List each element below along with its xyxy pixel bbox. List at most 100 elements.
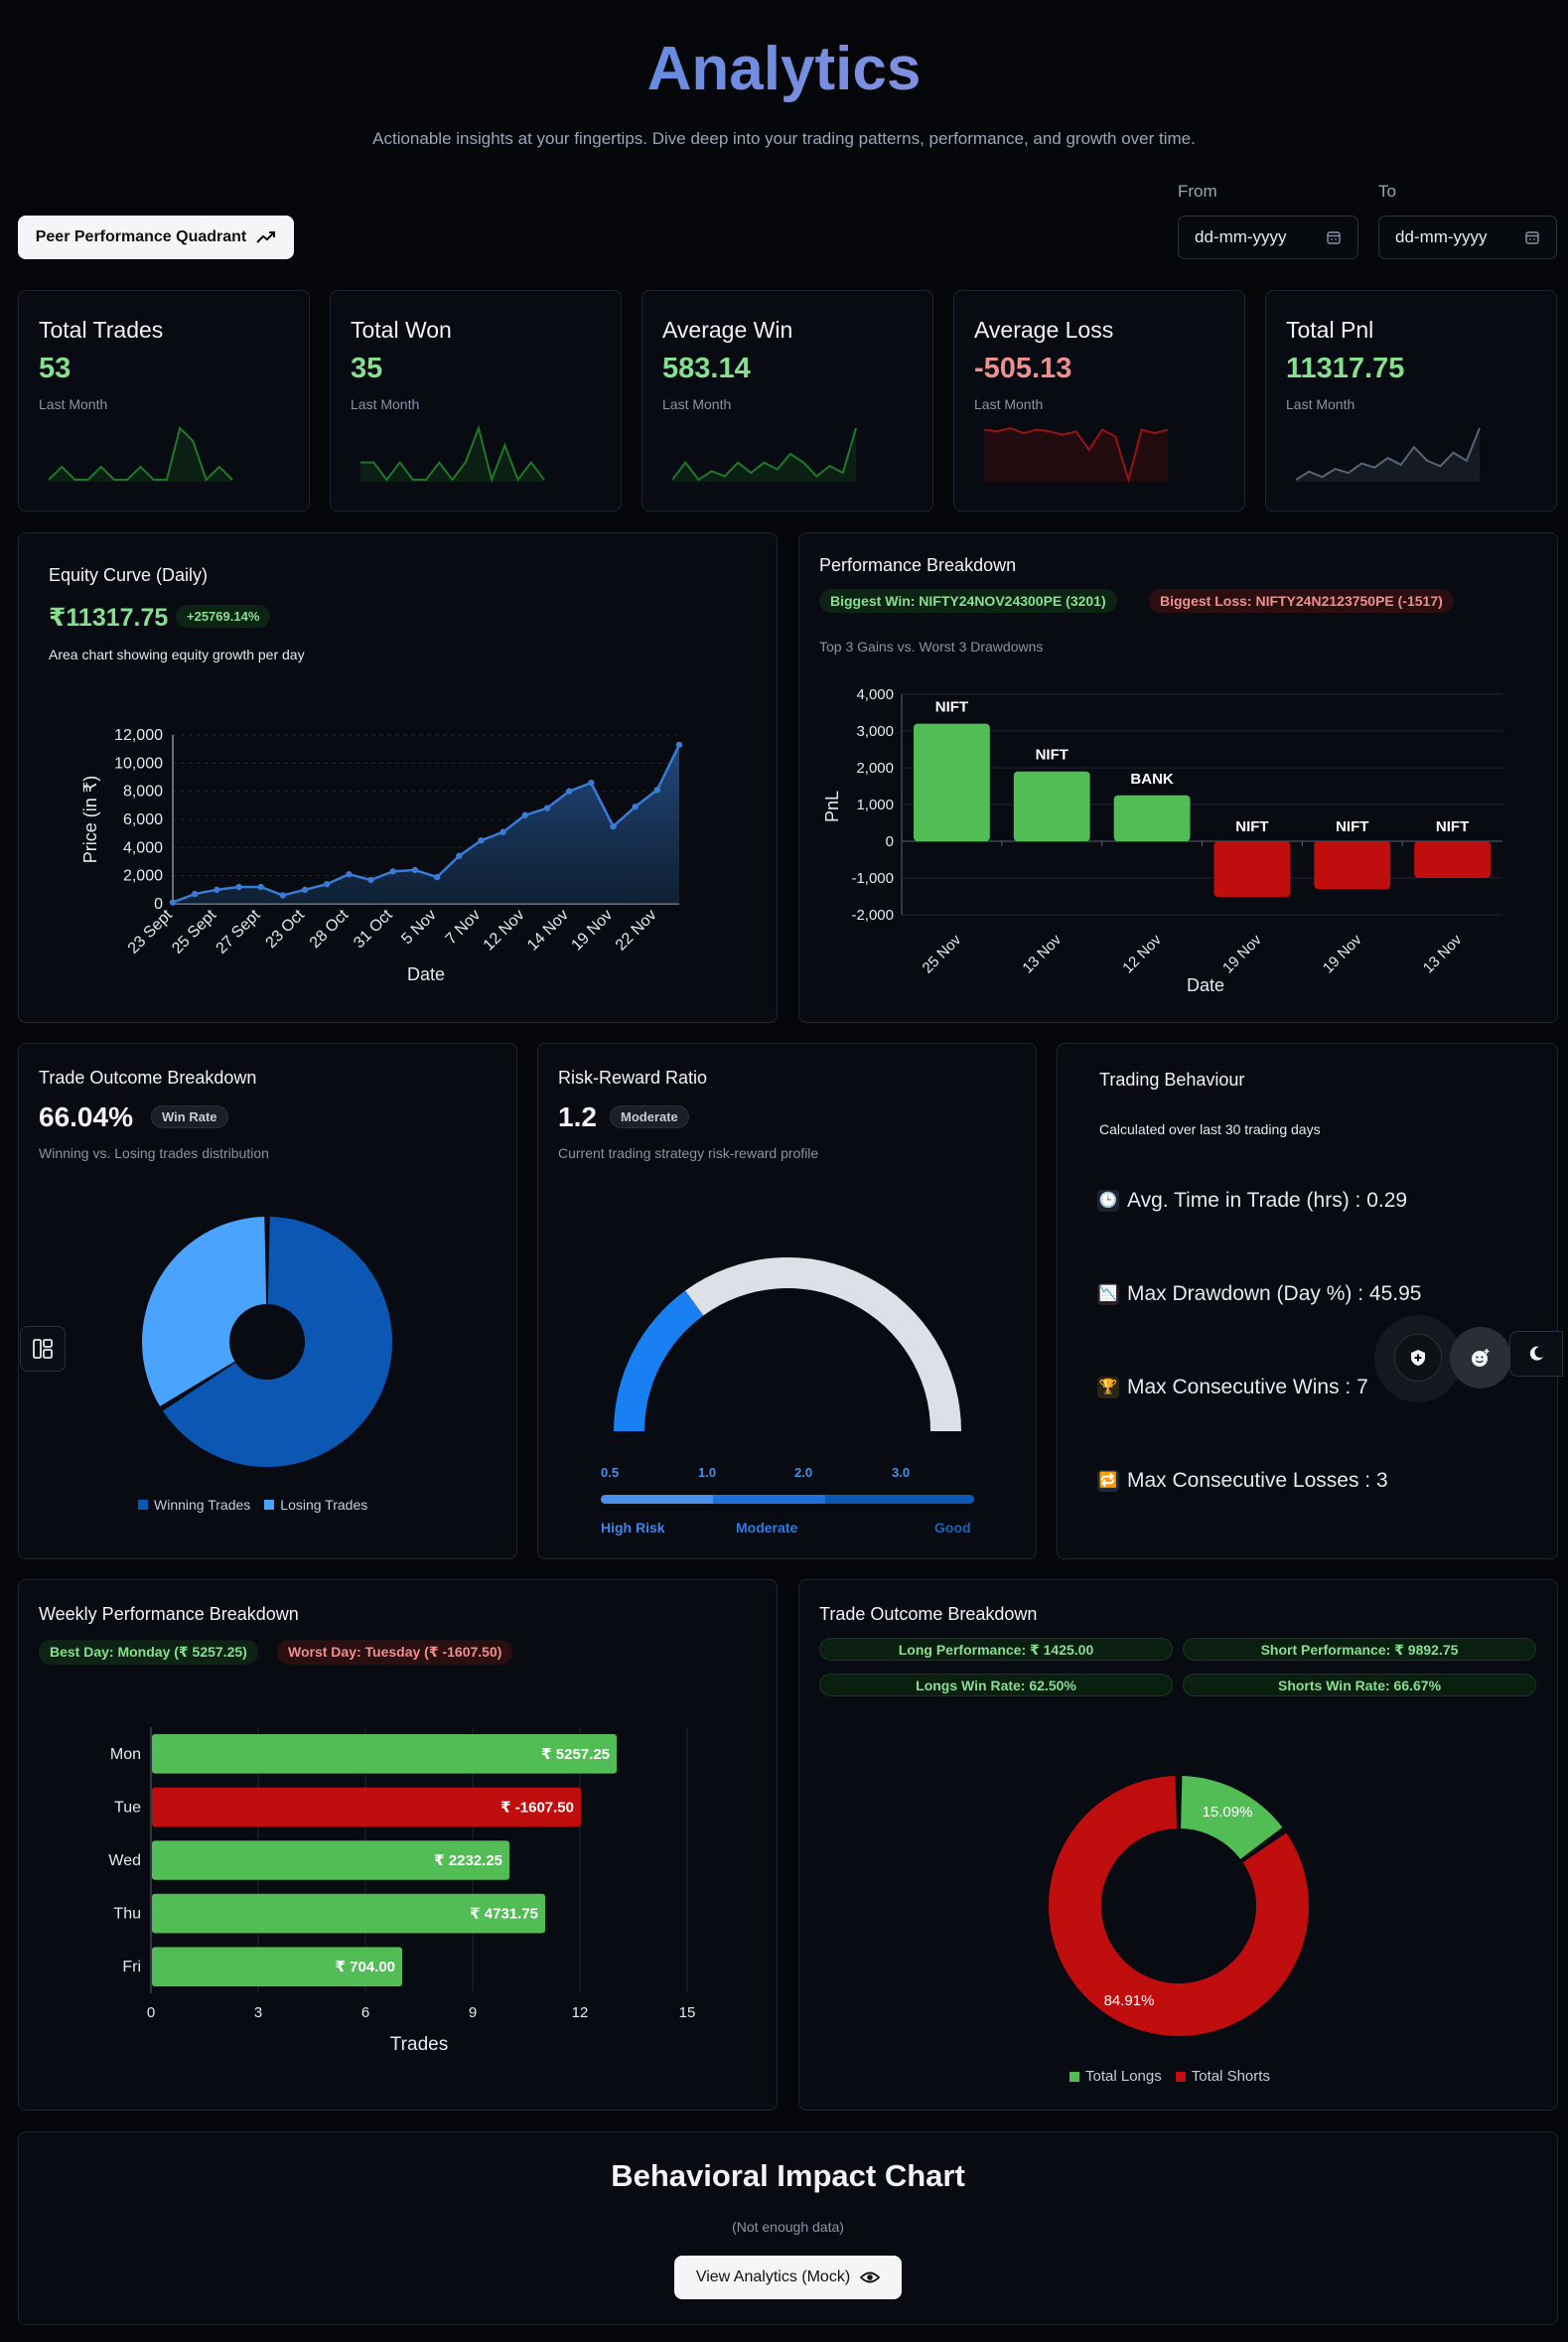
equity-point[interactable] bbox=[411, 866, 419, 874]
equity-point[interactable] bbox=[257, 883, 264, 891]
from-date-input[interactable]: dd-mm-yyyy bbox=[1178, 216, 1358, 259]
bar-label: BANK bbox=[1130, 771, 1173, 788]
y-tick-label: 12,000 bbox=[114, 727, 163, 744]
x-tick-label: 13 Nov bbox=[1420, 931, 1466, 976]
pnl-bar[interactable] bbox=[1113, 795, 1191, 841]
longshort-title: Trade Outcome Breakdown bbox=[819, 1604, 1038, 1624]
equity-title: Equity Curve (Daily) bbox=[49, 565, 209, 585]
x-tick-label: 5 Nov bbox=[398, 907, 440, 949]
sparkline-line bbox=[984, 426, 1169, 484]
tick-2: 2.0 bbox=[794, 1465, 813, 1480]
calendar-icon[interactable] bbox=[1524, 229, 1540, 245]
equity-point[interactable] bbox=[279, 892, 287, 899]
pnl-bar[interactable] bbox=[914, 723, 990, 841]
equity-point[interactable] bbox=[324, 880, 331, 888]
gauge-fill bbox=[614, 1290, 704, 1431]
equity-point[interactable] bbox=[367, 876, 374, 884]
x-tick-label: 31 Oct bbox=[351, 906, 396, 951]
winning-slice[interactable] bbox=[162, 1217, 392, 1467]
pnl-bar[interactable] bbox=[1013, 771, 1090, 841]
equity-curve-card: Equity Curve (Daily) ₹11317.75 +25769.14… bbox=[18, 532, 778, 1023]
view-analytics-button[interactable]: View Analytics (Mock) bbox=[674, 2256, 902, 2299]
equity-point[interactable] bbox=[588, 779, 595, 787]
calendar-icon[interactable] bbox=[1326, 229, 1342, 245]
peer-performance-label: Peer Performance Quadrant bbox=[35, 228, 247, 245]
equity-point[interactable] bbox=[301, 886, 309, 894]
behaviour-description: Calculated over last 30 trading days bbox=[1099, 1121, 1321, 1137]
equity-line bbox=[172, 744, 681, 904]
x-tick-label: 25 Nov bbox=[920, 931, 965, 976]
performance-title: Performance Breakdown bbox=[819, 555, 1017, 575]
longshort-legend: Total Longs Total Shorts bbox=[1069, 2068, 1270, 2085]
bar-label: ₹ 704.00 bbox=[336, 1959, 395, 1976]
to-date-input[interactable]: dd-mm-yyyy bbox=[1378, 216, 1557, 259]
equity-point[interactable] bbox=[675, 741, 683, 749]
risk-description: Current trading strategy risk-reward pro… bbox=[558, 1145, 819, 1161]
equity-point[interactable] bbox=[478, 837, 485, 844]
legend-shorts[interactable]: Total Shorts bbox=[1175, 2068, 1270, 2085]
trade-outcome-card: Trade Outcome Breakdown 66.04% Win Rate … bbox=[18, 1043, 517, 1559]
day-bar[interactable] bbox=[152, 1734, 617, 1774]
tick-0: 0.5 bbox=[601, 1465, 620, 1480]
behaviour-text: Avg. Time in Trade (hrs) : 0.29 bbox=[1127, 1189, 1408, 1212]
day-bar[interactable] bbox=[152, 1893, 545, 1934]
legend-winning-label: Winning Trades bbox=[154, 1497, 251, 1513]
equity-point[interactable] bbox=[565, 788, 573, 795]
pnl-bar[interactable] bbox=[1414, 841, 1491, 878]
equity-point[interactable] bbox=[456, 852, 463, 860]
pnl-bar[interactable] bbox=[1213, 841, 1291, 898]
performance-breakdown-card: Performance Breakdown Biggest Win: NIFTY… bbox=[798, 532, 1558, 1023]
layout-toggle-button[interactable] bbox=[20, 1326, 66, 1372]
sparkline-area bbox=[984, 428, 1168, 482]
pnl-bar[interactable] bbox=[1314, 841, 1391, 890]
x-tick-label: 9 bbox=[469, 2004, 477, 2021]
legend-longs[interactable]: Total Longs bbox=[1069, 2068, 1162, 2085]
feedback-button[interactable] bbox=[1450, 1327, 1511, 1389]
moon-icon bbox=[1529, 1346, 1543, 1361]
equity-point[interactable] bbox=[346, 871, 353, 878]
equity-point[interactable] bbox=[653, 787, 661, 794]
equity-point[interactable] bbox=[543, 805, 551, 811]
losing-slice[interactable] bbox=[142, 1217, 267, 1406]
equity-point[interactable] bbox=[169, 899, 177, 906]
y-tick-label: Wed bbox=[108, 1852, 141, 1869]
equity-point[interactable] bbox=[433, 873, 441, 881]
legend-winning[interactable]: Winning Trades bbox=[138, 1497, 250, 1513]
legend-losing[interactable]: Losing Trades bbox=[264, 1497, 367, 1513]
behavioral-impact-title: Behavioral Impact Chart bbox=[611, 2158, 965, 2193]
shorts-slice[interactable] bbox=[1049, 1776, 1309, 2036]
label-high-risk: High Risk bbox=[601, 1520, 665, 1536]
day-bar[interactable] bbox=[152, 1840, 509, 1880]
x-tick-label: 19 Nov bbox=[568, 907, 616, 954]
long-performance-badge: Long Performance: ₹ 1425.00 bbox=[819, 1638, 1173, 1661]
performance-chart: -2,000 -1,000 0 1,000 2,000 3,000 4,000 NIFT 25 … bbox=[822, 686, 1502, 995]
x-axis-label: Date bbox=[1187, 975, 1224, 995]
stat-value: 35 bbox=[351, 353, 383, 384]
bar-label: ₹ 2232.25 bbox=[434, 1852, 502, 1869]
equity-point[interactable] bbox=[632, 804, 639, 810]
bar-label: NIFT bbox=[1235, 818, 1268, 835]
sparkline-line bbox=[49, 426, 233, 482]
equity-point[interactable] bbox=[499, 828, 506, 835]
equity-point[interactable] bbox=[389, 868, 396, 875]
add-widget-button[interactable] bbox=[1394, 1334, 1442, 1382]
day-bar[interactable] bbox=[152, 1947, 402, 1986]
x-tick-label: 23 Oct bbox=[263, 906, 309, 951]
theme-toggle-button[interactable] bbox=[1509, 1331, 1563, 1377]
equity-point[interactable] bbox=[610, 822, 617, 830]
long-short-card: Trade Outcome Breakdown Long Performance… bbox=[798, 1579, 1558, 2111]
behaviour-item: 🏆 Max Consecutive Wins : 7 bbox=[1097, 1376, 1368, 1399]
equity-description: Area chart showing equity growth per day bbox=[49, 647, 305, 662]
behaviour-text: Max Drawdown (Day %) : 45.95 bbox=[1127, 1282, 1422, 1305]
day-bar[interactable] bbox=[152, 1787, 581, 1828]
peer-performance-button[interactable]: Peer Performance Quadrant bbox=[18, 216, 294, 259]
equity-point[interactable] bbox=[235, 883, 242, 891]
longs-slice[interactable] bbox=[1181, 1776, 1283, 1859]
stat-sparkline bbox=[1296, 427, 1481, 482]
equity-point[interactable] bbox=[191, 890, 199, 898]
repeat-icon: 🔁 bbox=[1097, 1470, 1119, 1492]
equity-point[interactable] bbox=[214, 886, 220, 894]
sparkline-area bbox=[360, 428, 544, 482]
stat-title: Total Trades bbox=[39, 317, 164, 343]
equity-point[interactable] bbox=[521, 811, 528, 818]
